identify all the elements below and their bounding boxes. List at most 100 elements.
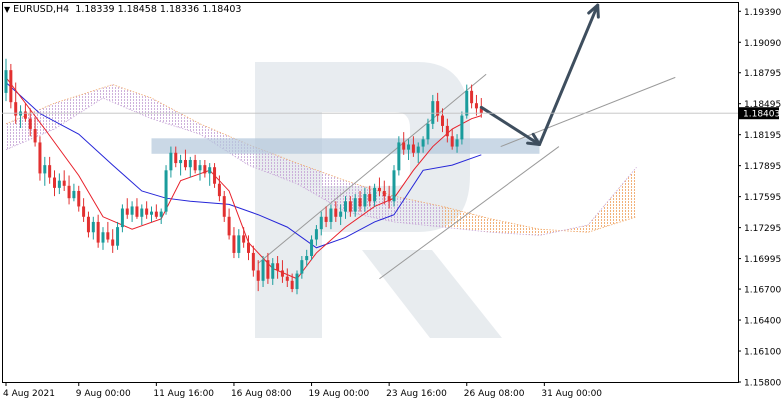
candle [213,163,217,188]
candle [470,84,474,109]
candle-body [179,159,183,164]
candle [159,208,163,225]
candle-body [96,221,100,243]
candle-body [145,208,149,215]
candle [358,190,362,212]
candle-body [169,152,173,171]
candle-body [62,180,66,186]
candle [251,245,255,277]
candle [280,260,284,283]
candle-body [57,180,61,188]
candle [116,221,120,250]
y-tick-label: 1.19390 [744,8,781,18]
candle-body [266,260,270,279]
candle-body [261,260,265,281]
candle [43,156,47,186]
candle-body [86,216,90,233]
plot-area [2,3,738,338]
candle [256,260,260,292]
y-tick-label: 1.18195 [744,131,781,141]
candle-body [397,142,401,171]
candle-body [368,194,372,202]
candle [377,177,381,197]
candle-body [460,115,464,140]
candle-body [130,206,134,215]
candle-body [441,115,444,126]
candle-body [256,270,260,281]
candle [387,185,391,209]
candle [474,94,478,116]
candle [421,136,425,153]
candle-body [271,263,275,279]
channel-line-right-line [500,76,676,148]
y-tick-label: 1.16400 [744,317,781,327]
y-tick-label: 1.18795 [744,69,781,79]
x-tick-label: 16 Aug 08:00 [231,389,292,399]
chart-header: ▼ EURUSD,H4 1.18339 1.18458 1.18336 1.184… [4,4,241,15]
candle [266,252,270,284]
y-tick-label: 1.19090 [744,39,781,49]
candle-body [232,235,236,253]
candle [382,180,386,205]
symbol-menu-icon[interactable]: ▼ [4,5,11,14]
candle [77,185,81,212]
candle-body [116,227,120,246]
x-tick-label: 4 Aug 2021 [3,389,55,399]
candle-body [106,232,110,240]
forecast-arrow-up-head [587,3,600,19]
candle-body [421,139,425,147]
candle-body [82,206,86,217]
candle-body [247,242,250,253]
candle-body [213,167,217,184]
candle [227,208,231,240]
candle [455,134,459,153]
candle [329,204,333,230]
candle-body [203,165,207,174]
candle-body [77,190,81,207]
candle [174,146,178,168]
candle-body [242,235,246,243]
candle-body [227,216,231,236]
candle [290,273,294,293]
candle [392,165,396,207]
candle-body [411,144,415,153]
candle [222,190,226,222]
candle-body [67,185,71,199]
x-tick-label: 9 Aug 00:00 [76,389,131,399]
candle [33,117,37,147]
candle-body [276,263,280,271]
x-tick-label: 26 Aug 08:00 [464,389,525,399]
candle-body [285,276,289,281]
x-tick-label: 19 Aug 00:00 [309,389,370,399]
candle [193,154,197,174]
candle [232,227,236,259]
candle-body [426,123,430,140]
candle-body [387,196,391,202]
candle-body [101,232,105,243]
candle [169,146,173,178]
candle-body [402,142,406,150]
candle-body [33,129,37,143]
candle [344,196,347,219]
candle [324,206,328,228]
watermark-r-leg [362,250,502,338]
candle [135,198,139,219]
candle [86,211,90,238]
candle-body [310,239,314,257]
candle-body [407,144,411,150]
channel-line-upper [257,73,487,264]
candle [120,204,124,233]
y-tick-label: 1.18495 [744,100,781,110]
candle-body [353,198,357,212]
y-tick-label: 1.17295 [744,224,781,234]
candle [183,149,187,171]
candle [402,132,406,155]
candle [310,235,314,261]
candle [353,194,357,217]
candle [198,159,202,181]
candle [319,211,323,236]
candle [445,118,449,143]
candle [179,154,183,176]
